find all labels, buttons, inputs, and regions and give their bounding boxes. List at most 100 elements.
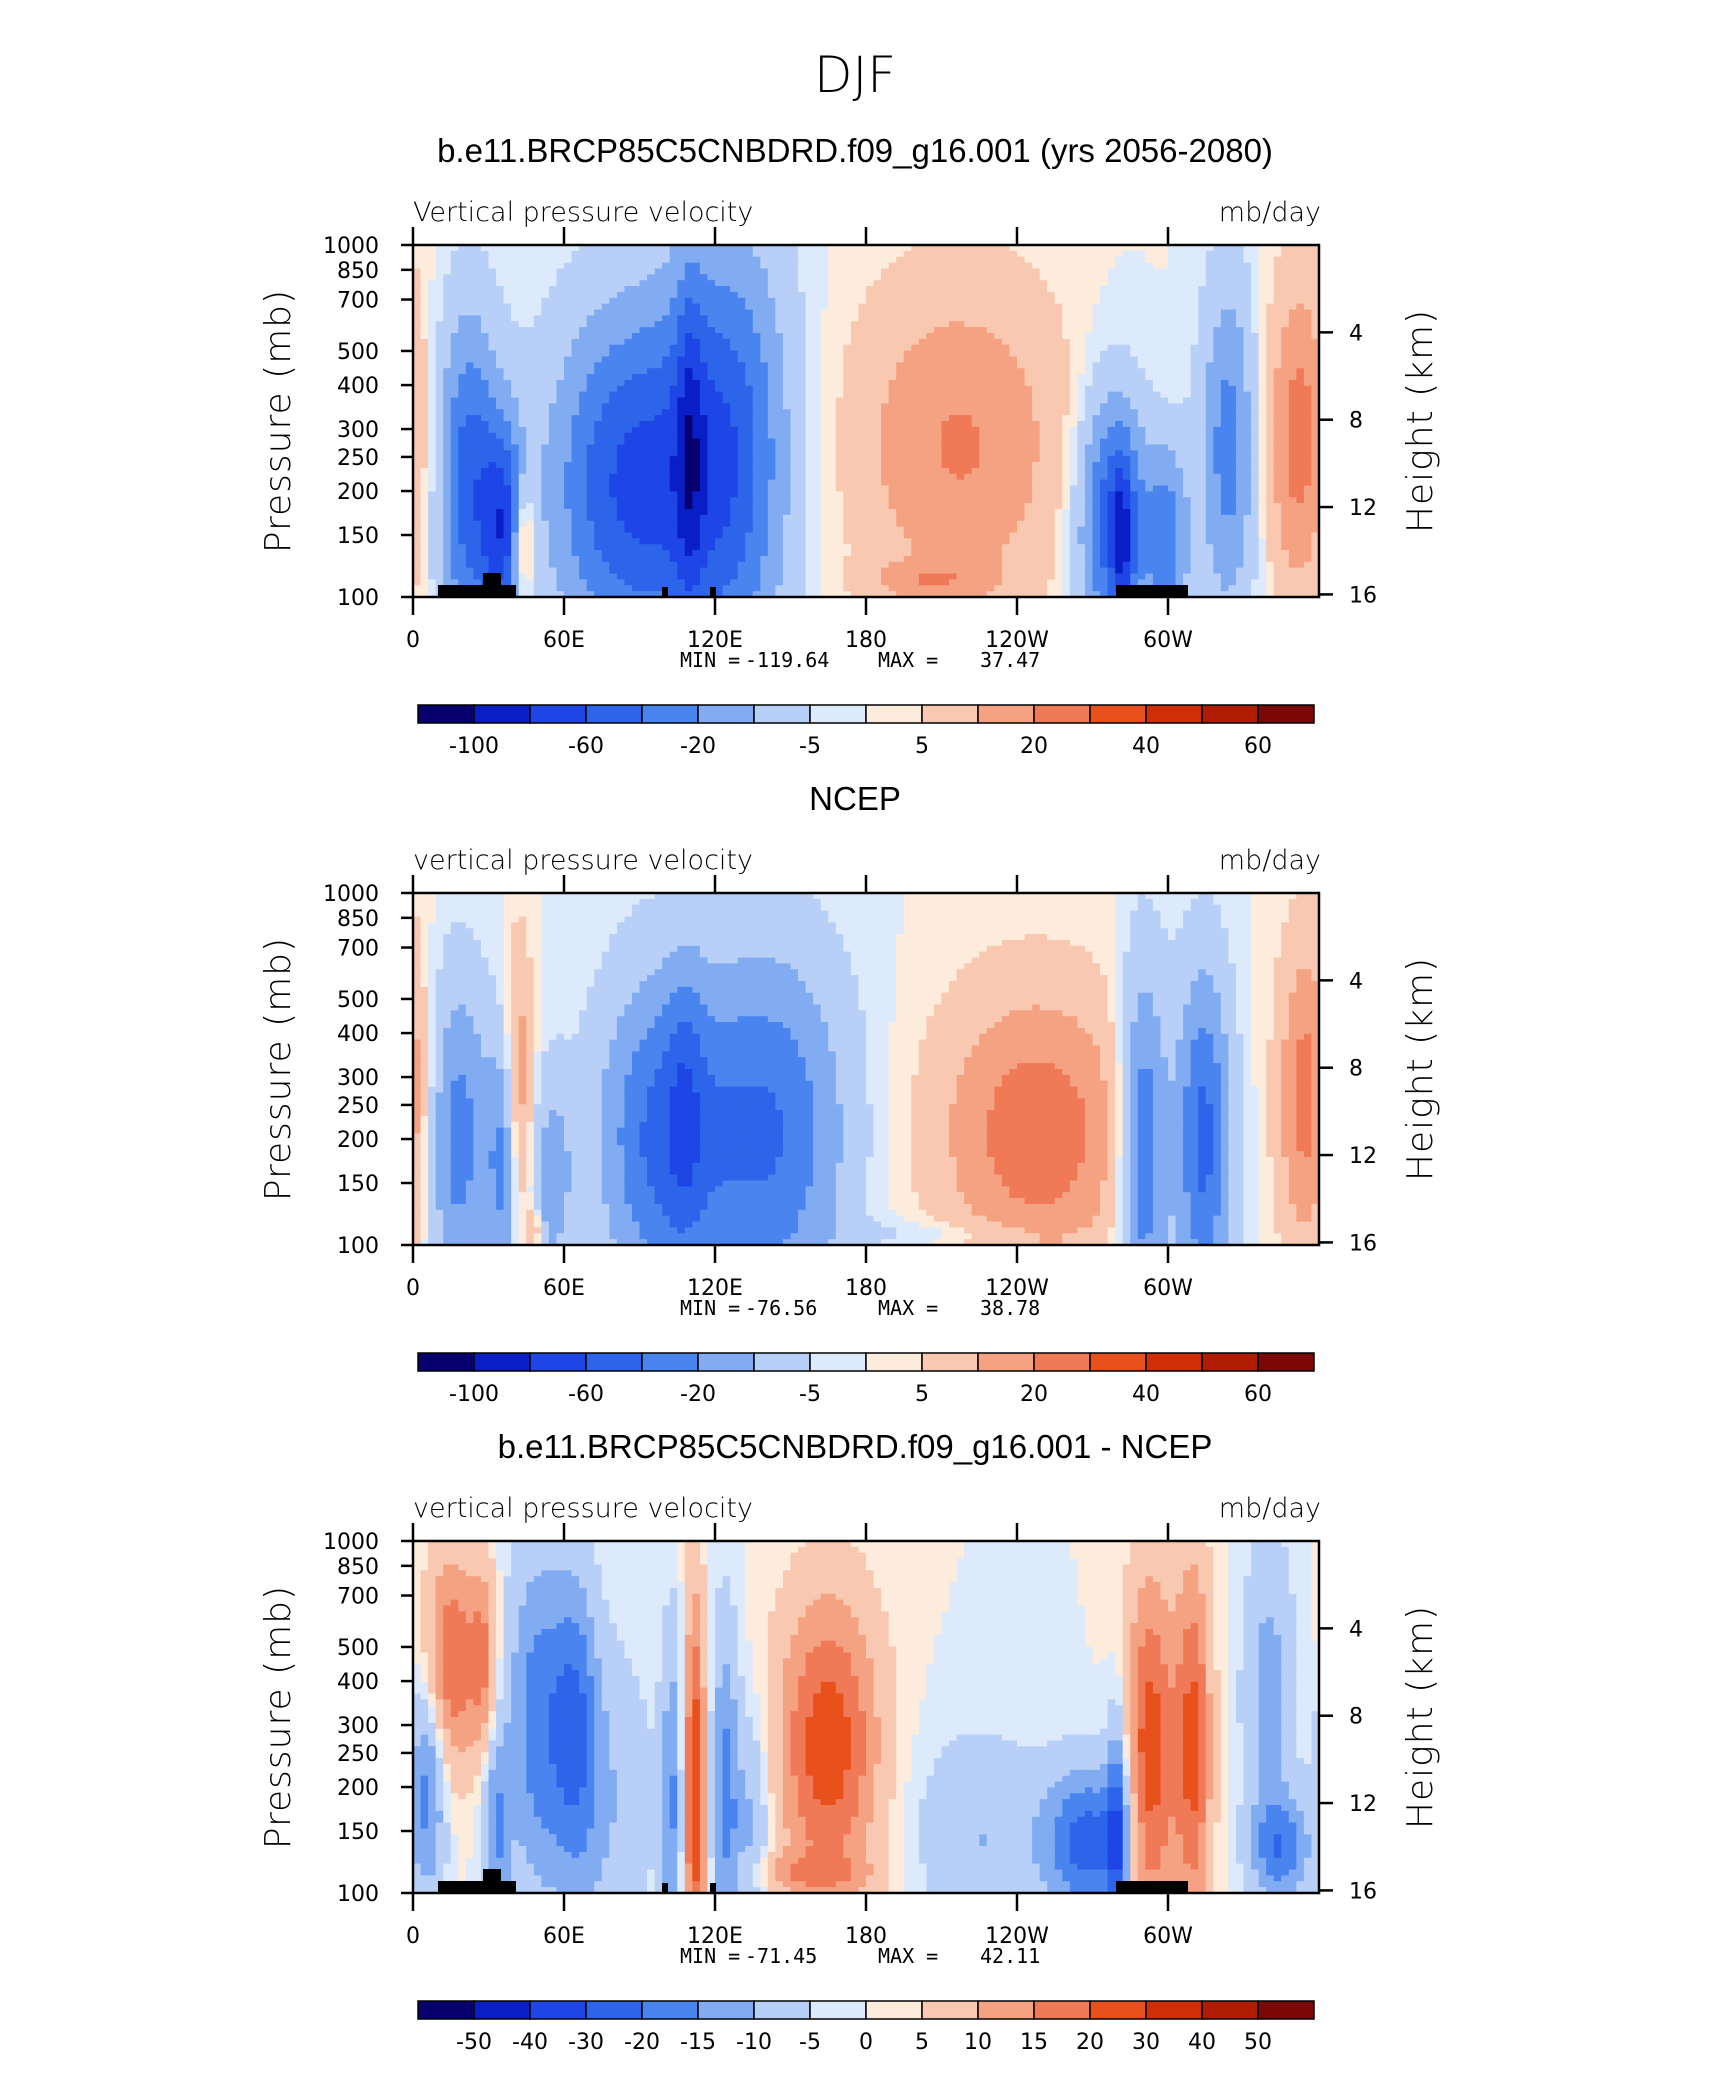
field-cell bbox=[662, 315, 670, 321]
field-cell bbox=[556, 444, 564, 450]
field-cell bbox=[768, 450, 776, 456]
field-cell bbox=[843, 362, 851, 368]
field-cell bbox=[677, 392, 685, 398]
field-cell bbox=[1100, 362, 1108, 368]
field-cell bbox=[1259, 333, 1267, 339]
field-cell bbox=[813, 274, 821, 280]
field-cell bbox=[617, 409, 625, 415]
field-cell bbox=[942, 450, 950, 456]
field-cell bbox=[1266, 257, 1274, 263]
field-cell bbox=[1017, 339, 1025, 345]
field-cell bbox=[451, 251, 459, 257]
field-cell bbox=[579, 421, 587, 427]
field-cell bbox=[1228, 386, 1236, 392]
field-cell bbox=[964, 310, 972, 316]
field-cell bbox=[881, 298, 889, 304]
field-cell bbox=[1047, 345, 1055, 351]
field-cell bbox=[685, 327, 693, 333]
field-cell bbox=[745, 462, 753, 468]
field-cell bbox=[428, 462, 436, 468]
field-cell bbox=[511, 409, 519, 415]
field-cell bbox=[964, 339, 972, 345]
field-cell bbox=[919, 362, 927, 368]
field-cell bbox=[1160, 286, 1168, 292]
field-cell bbox=[723, 380, 731, 386]
field-cell bbox=[730, 456, 738, 462]
field-cell bbox=[692, 268, 700, 274]
field-cell bbox=[1259, 298, 1267, 304]
field-cell bbox=[858, 251, 866, 257]
field-cell bbox=[481, 274, 489, 280]
field-cell bbox=[1145, 403, 1153, 409]
field-cell bbox=[753, 362, 761, 368]
field-cell bbox=[1100, 421, 1108, 427]
field-cell bbox=[851, 274, 859, 280]
field-cell bbox=[458, 333, 466, 339]
field-cell bbox=[579, 327, 587, 333]
field-cell bbox=[1062, 345, 1070, 351]
field-cell bbox=[1093, 274, 1101, 280]
field-cell bbox=[541, 433, 549, 439]
field-cell bbox=[1040, 257, 1048, 263]
field-cell bbox=[1077, 315, 1085, 321]
field-cell bbox=[1176, 339, 1184, 345]
field-cell bbox=[700, 351, 708, 357]
field-cell bbox=[662, 333, 670, 339]
field-cell bbox=[858, 321, 866, 327]
field-cell bbox=[1025, 444, 1033, 450]
field-cell bbox=[1236, 456, 1244, 462]
field-cell bbox=[451, 351, 459, 357]
field-cell bbox=[806, 315, 814, 321]
field-cell bbox=[458, 257, 466, 263]
field-cell bbox=[579, 321, 587, 327]
field-cell bbox=[481, 263, 489, 269]
field-cell bbox=[1274, 409, 1282, 415]
field-cell bbox=[1108, 450, 1116, 456]
field-cell bbox=[1251, 310, 1259, 316]
field-cell bbox=[451, 315, 459, 321]
field-cell bbox=[1123, 468, 1131, 474]
field-cell bbox=[858, 486, 866, 492]
field-cell bbox=[1160, 474, 1168, 480]
field-cell bbox=[791, 386, 799, 392]
field-cell bbox=[1213, 450, 1221, 456]
field-cell bbox=[942, 280, 950, 286]
field-cell bbox=[972, 415, 980, 421]
field-cell bbox=[889, 462, 897, 468]
field-cell bbox=[1145, 409, 1153, 415]
field-cell bbox=[1153, 280, 1161, 286]
field-cell bbox=[1009, 339, 1017, 345]
field-cell bbox=[685, 339, 693, 345]
field-cell bbox=[564, 304, 572, 310]
field-cell bbox=[428, 268, 436, 274]
field-cell bbox=[828, 345, 836, 351]
field-cell bbox=[692, 474, 700, 480]
field-cell bbox=[942, 339, 950, 345]
field-cell bbox=[1070, 474, 1078, 480]
field-cell bbox=[677, 427, 685, 433]
field-cell bbox=[1304, 480, 1312, 486]
field-cell bbox=[670, 333, 678, 339]
field-cell bbox=[443, 263, 451, 269]
field-cell bbox=[496, 403, 504, 409]
field-cell bbox=[783, 368, 791, 374]
field-cell bbox=[994, 403, 1002, 409]
field-cell bbox=[1153, 268, 1161, 274]
field-cell bbox=[1251, 362, 1259, 368]
field-cell bbox=[1025, 374, 1033, 380]
field-cell bbox=[564, 444, 572, 450]
field-cell bbox=[632, 368, 640, 374]
field-cell bbox=[1191, 462, 1199, 468]
field-cell bbox=[1236, 345, 1244, 351]
field-cell bbox=[436, 398, 444, 404]
field-cell bbox=[1055, 439, 1063, 445]
field-cell bbox=[813, 398, 821, 404]
field-cell bbox=[1077, 298, 1085, 304]
field-cell bbox=[504, 368, 512, 374]
field-cell bbox=[987, 480, 995, 486]
field-cell bbox=[1002, 263, 1010, 269]
field-cell bbox=[1236, 380, 1244, 386]
field-cell bbox=[889, 439, 897, 445]
field-cell bbox=[926, 298, 934, 304]
field-cell bbox=[700, 251, 708, 257]
